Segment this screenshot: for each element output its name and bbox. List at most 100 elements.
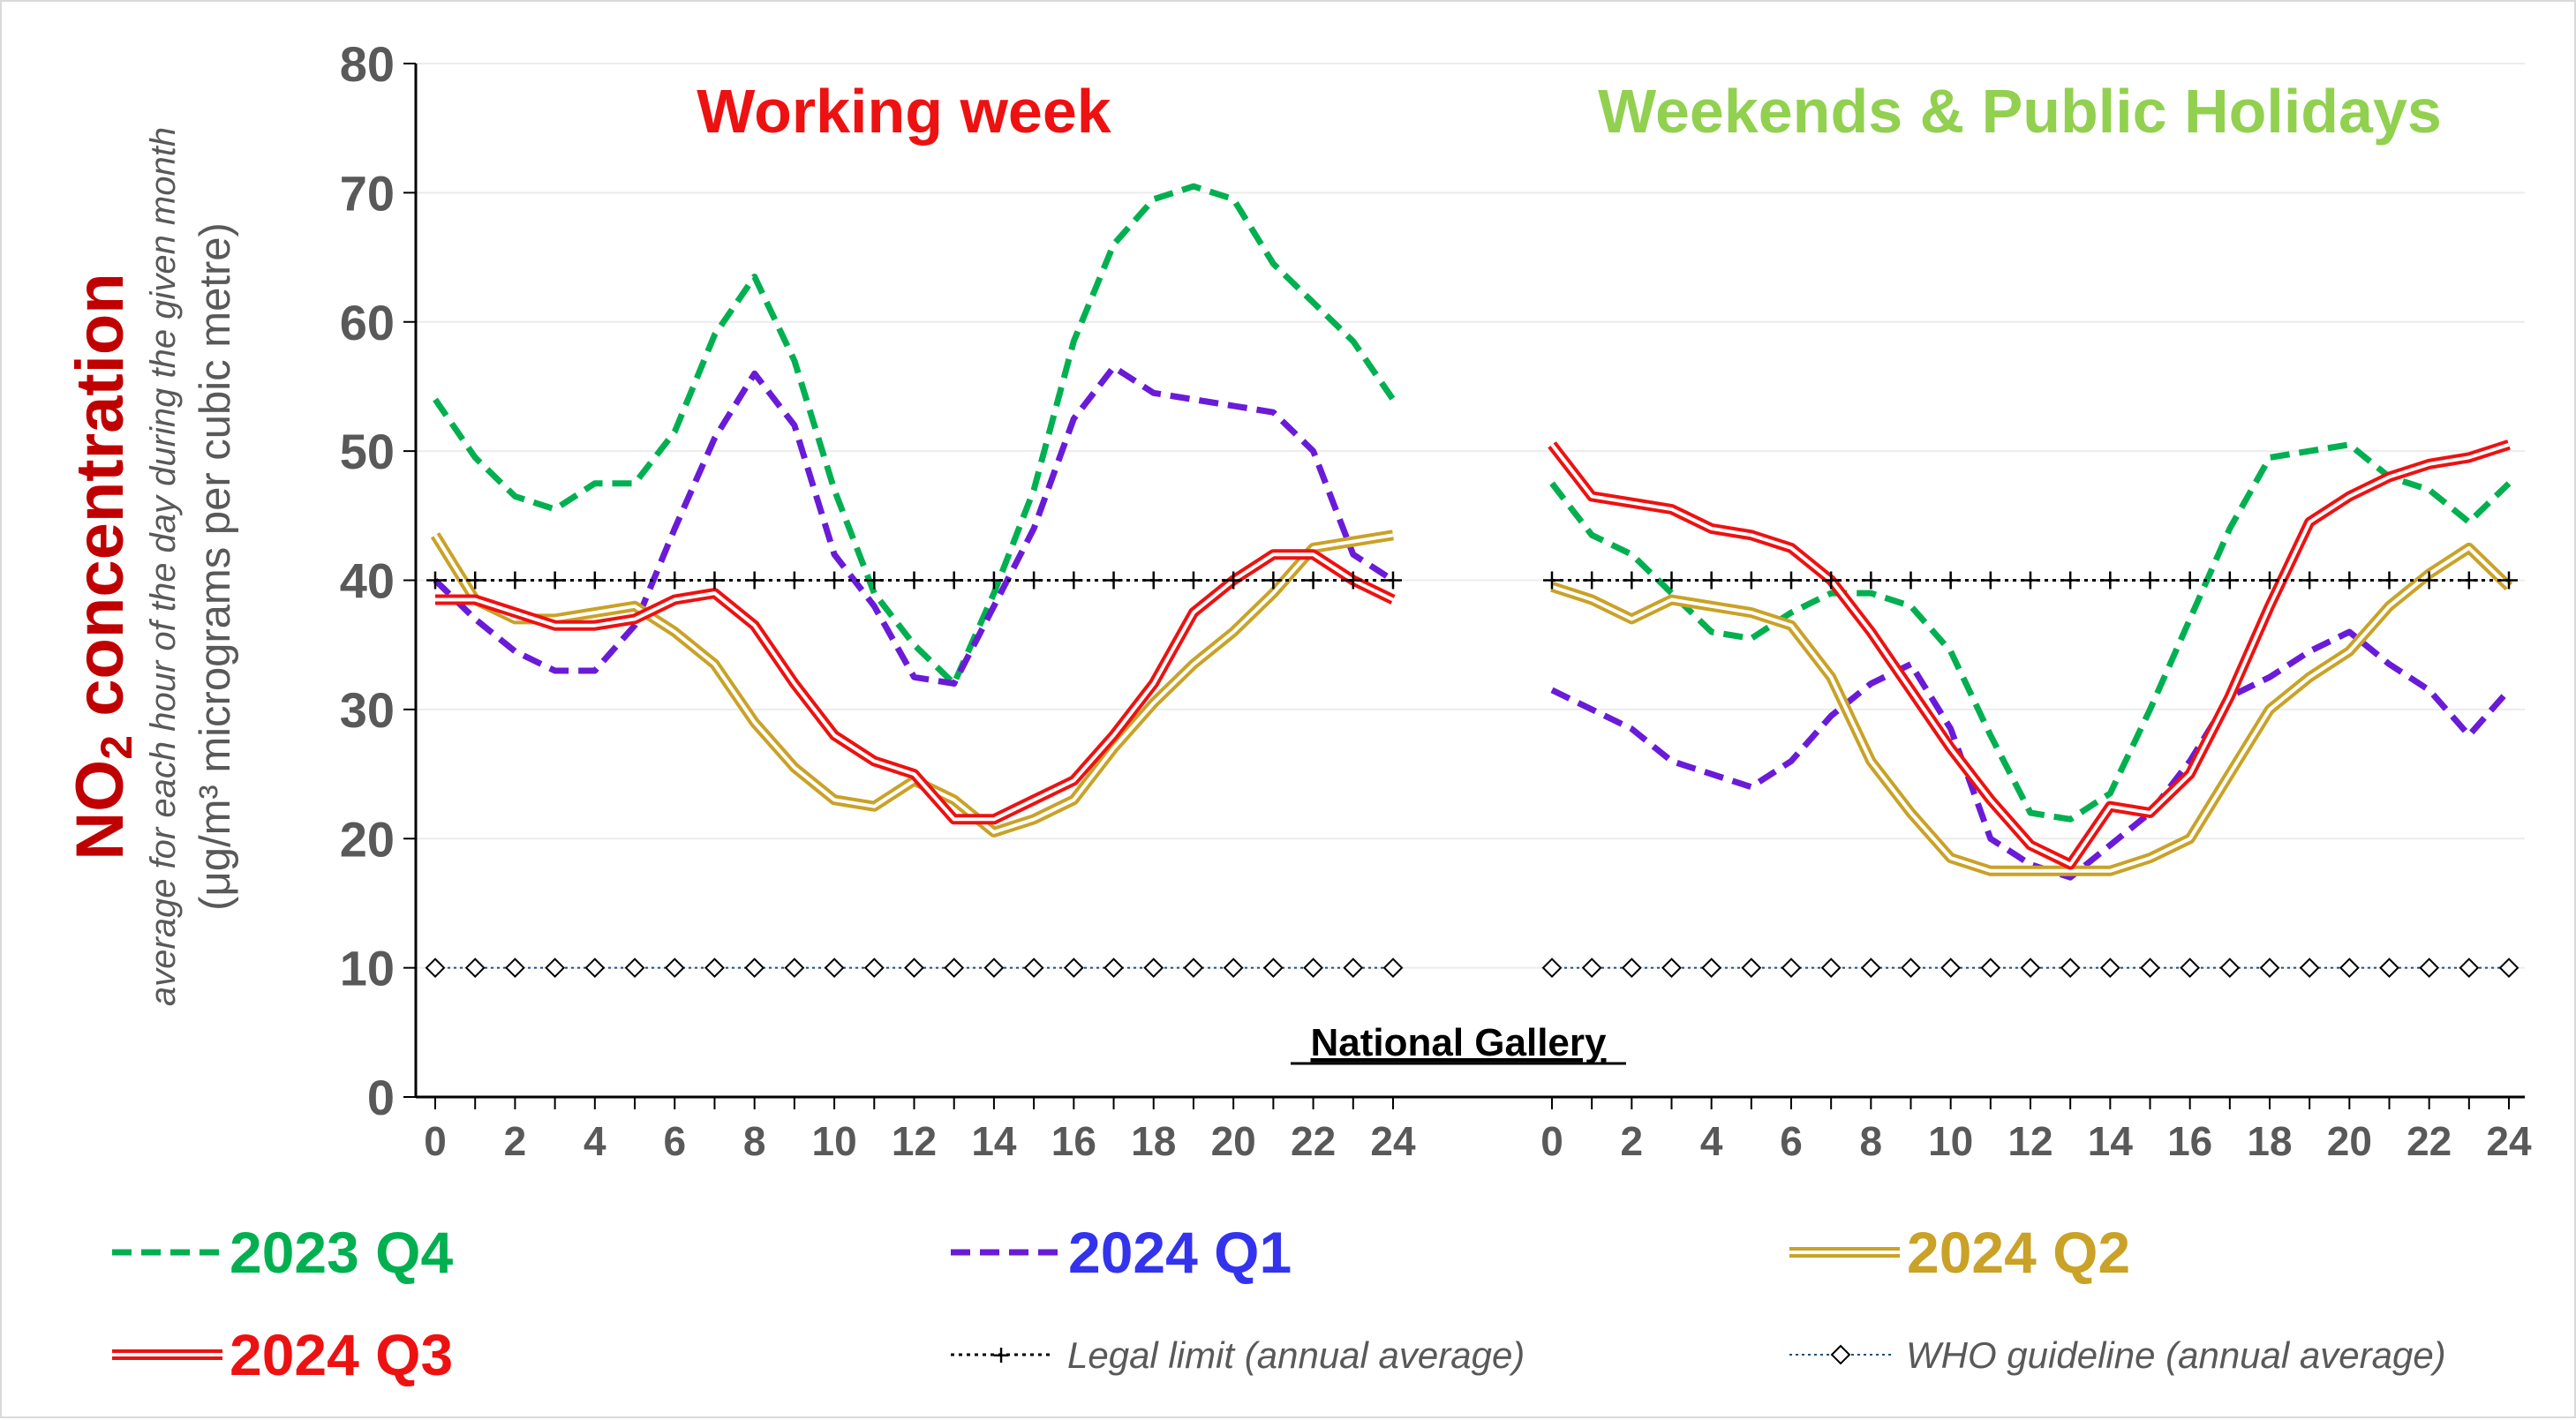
series-p1-who-marker-12 xyxy=(2020,958,2041,979)
gridlines xyxy=(416,63,2525,969)
y-tick-label-80: 80 xyxy=(340,36,395,92)
y-tick-label-60: 60 xyxy=(340,295,395,350)
series-p0-legal-marker-23 xyxy=(1344,571,1362,590)
legend-item-who-guideline: WHO guideline (annual average) xyxy=(1789,1334,2446,1376)
x-tick-label-p0-12: 12 xyxy=(892,1118,937,1164)
series-p1-who-marker-13 xyxy=(2060,958,2081,979)
legend-item-2023-q4: 2023 Q4 xyxy=(112,1220,453,1285)
legend-label-legal-limit: Legal limit (annual average) xyxy=(1067,1334,1525,1376)
series-p0-legal-marker-12 xyxy=(905,571,923,590)
legend: 2023 Q4 2024 Q1 2024 Q2 2024 Q3 + Legal … xyxy=(112,1220,2446,1387)
series-p1-who-marker-8 xyxy=(1860,958,1881,979)
series-p1-who-marker-14 xyxy=(2099,958,2120,979)
series-p0-who-marker-19 xyxy=(1183,958,1204,979)
series-p0-who-marker-14 xyxy=(983,958,1005,979)
series-p1-legal-marker-10 xyxy=(1941,571,1960,590)
series-p0-legal-marker-4 xyxy=(585,571,604,590)
series-p0-legal-marker-5 xyxy=(626,571,644,590)
series-p1-who-marker-1 xyxy=(1581,958,1602,979)
series-p0-legal-marker-18 xyxy=(1144,571,1163,590)
legend-label-2024-q3: 2024 Q3 xyxy=(230,1322,453,1387)
panel-title-working-week: Working week xyxy=(697,77,1111,146)
y-tick-labels: 0 10 20 30 40 50 60 70 80 xyxy=(340,36,395,1125)
x-tick-label-p0-4: 4 xyxy=(584,1118,606,1164)
series-p0-who-marker-15 xyxy=(1023,958,1044,979)
series-p1-who-marker-20 xyxy=(2339,958,2360,979)
series-p0-who-marker-9 xyxy=(784,958,805,979)
series-p1-legal-marker-24 xyxy=(2500,571,2518,590)
y-tick-label-0: 0 xyxy=(367,1070,395,1125)
series-p1-legal-marker-23 xyxy=(2459,571,2478,590)
legend-item-2024-q2: 2024 Q2 xyxy=(1789,1220,2130,1285)
series-p1-who-marker-23 xyxy=(2459,958,2480,979)
legend-item-legal-limit: + Legal limit (annual average) xyxy=(951,1334,1525,1376)
panel-title-weekends: Weekends & Public Holidays xyxy=(1598,77,2442,146)
series-p0-legal-marker-24 xyxy=(1384,571,1402,590)
series-p0-legal-marker-0 xyxy=(426,571,444,590)
y-axis-title-group: NO2 concentration average for each hour … xyxy=(63,127,239,1006)
y-axis-title-main: NO xyxy=(63,760,138,860)
series-p1-who-marker-16 xyxy=(2180,958,2201,979)
series-p0-who-marker-12 xyxy=(904,958,924,979)
series-p0-legal-marker-8 xyxy=(745,571,764,590)
y-tick-label-70: 70 xyxy=(340,165,395,221)
series-p1-legal-marker-5 xyxy=(1742,571,1760,590)
series-p1-legal-marker-19 xyxy=(2301,571,2319,590)
x-tick-label-p0-6: 6 xyxy=(663,1118,686,1164)
series-p0-who-marker-18 xyxy=(1143,958,1164,979)
series-p0-legal-marker-19 xyxy=(1184,571,1202,590)
series-p0-who-marker-17 xyxy=(1103,958,1124,979)
x-tick-label-p0-2: 2 xyxy=(504,1118,527,1164)
x-tick-label-p0-18: 18 xyxy=(1131,1118,1176,1164)
legend-label-2023-q4: 2023 Q4 xyxy=(230,1220,453,1285)
series-p1-who-marker-2 xyxy=(1621,958,1642,979)
series-p0-who-marker-5 xyxy=(624,958,645,979)
y-axis-subtitle: average for each hour of the day during … xyxy=(144,127,183,1006)
legend-plus-marker: + xyxy=(992,1339,1010,1372)
x-tick-labels: 0 2 4 6 8 10 12 14 16 18 20 22 24 0 2 4 6 8 10 12 14 16 18 20 22… xyxy=(424,1118,2532,1164)
series-p1-who-marker-4 xyxy=(1701,958,1722,979)
legend-label-who-guideline: WHO guideline (annual average) xyxy=(1906,1334,2446,1376)
series-p0-legal-marker-22 xyxy=(1304,571,1322,590)
series-p1-legal-marker-18 xyxy=(2261,571,2278,590)
series-p1-who-marker-24 xyxy=(2498,958,2520,979)
x-tick-label-p0-14: 14 xyxy=(971,1118,1017,1164)
y-axis-title: NO2 concentration xyxy=(63,273,141,860)
series-p1-legal-marker-21 xyxy=(2380,571,2399,590)
series-p1-legal-marker-20 xyxy=(2340,571,2359,590)
x-tick-label-p1-12: 12 xyxy=(2007,1118,2053,1164)
y-tick-label-30: 30 xyxy=(340,682,395,738)
series-p0-who-marker-21 xyxy=(1262,958,1284,979)
series-p0-who-marker-3 xyxy=(545,958,566,979)
series-p0-who-marker-4 xyxy=(584,958,606,979)
series-p0-who-marker-23 xyxy=(1343,958,1364,979)
series-p0-legal-marker-3 xyxy=(546,571,564,590)
series-lines xyxy=(425,183,2520,979)
x-tick-label-p0-10: 10 xyxy=(811,1118,856,1164)
series-p1-who-marker-11 xyxy=(1980,958,2001,979)
series-p0-who-marker-1 xyxy=(464,958,486,979)
site-label: National Gallery xyxy=(1310,1021,1607,1064)
x-tick-label-p0-16: 16 xyxy=(1051,1118,1096,1164)
series-p1-q2_2024-inner xyxy=(1551,545,2511,873)
series-p0-q3_2024-outer xyxy=(435,549,1396,825)
series-p1-q4_2023 xyxy=(1549,441,2512,823)
x-tick-label-p1-0: 0 xyxy=(1540,1118,1563,1164)
series-p1-q1_2024 xyxy=(1550,628,2512,881)
series-p0-who-marker-0 xyxy=(425,958,446,979)
x-tick-label-p0-8: 8 xyxy=(743,1118,766,1164)
series-p0-who-marker-8 xyxy=(744,958,765,979)
series-p1-who-marker-7 xyxy=(1820,958,1842,979)
series-p0-legal-marker-20 xyxy=(1224,571,1243,590)
series-p1-q3_2024-inner xyxy=(1550,442,2510,867)
series-p1-who-marker-3 xyxy=(1661,958,1682,979)
x-tick-label-p0-20: 20 xyxy=(1211,1118,1256,1164)
series-p1-legal-marker-8 xyxy=(1862,571,1880,590)
series-p0-who-marker-24 xyxy=(1382,958,1404,979)
series-p1-legal-marker-13 xyxy=(2061,571,2080,590)
series-p0-legal-marker-16 xyxy=(1065,571,1083,590)
series-p0-legal-marker-17 xyxy=(1104,571,1123,590)
series-p1-q3_2024-outer xyxy=(1548,440,2511,870)
series-p0-who-marker-22 xyxy=(1303,958,1323,979)
